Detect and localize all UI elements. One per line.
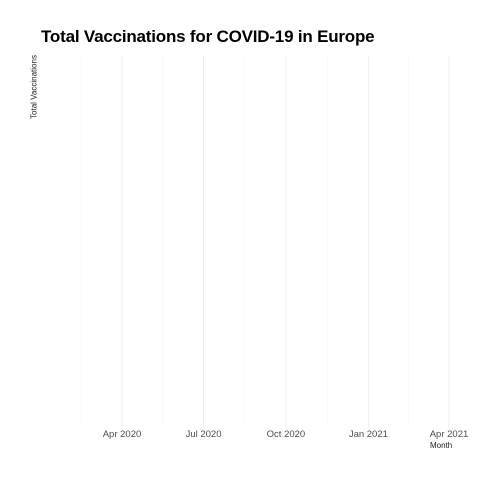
x-tick-label: Jul 2020	[186, 429, 222, 440]
x-tick-label: Jan 2021	[349, 429, 388, 440]
x-tick-label: Apr 2021	[430, 429, 469, 440]
x-tick-label: Oct 2020	[267, 429, 306, 440]
x-tick-label: Apr 2020	[103, 429, 142, 440]
chart-title: Total Vaccinations for COVID-19 in Europ…	[41, 27, 375, 46]
x-axis-label: Month	[430, 441, 453, 450]
